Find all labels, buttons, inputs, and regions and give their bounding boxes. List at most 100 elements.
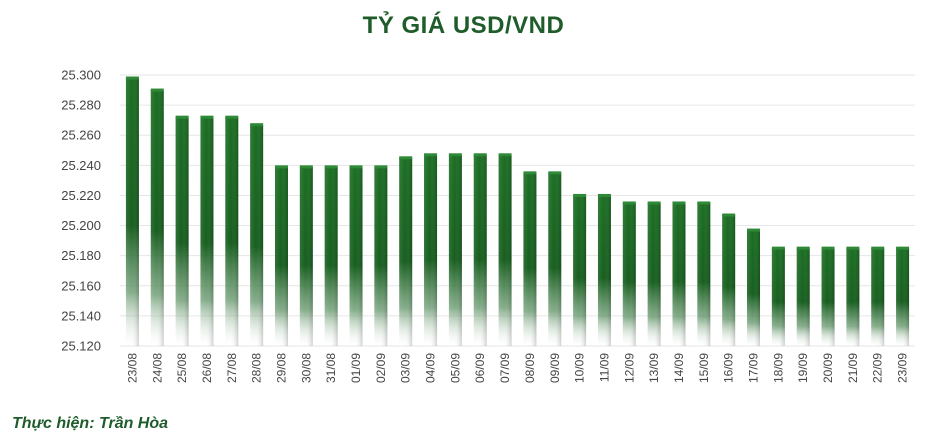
bar — [498, 153, 512, 346]
bar — [274, 165, 288, 346]
bar-cap — [722, 213, 736, 217]
bar-cap — [424, 153, 438, 157]
x-tick-label: 23/08 — [125, 353, 139, 383]
gridlines — [120, 74, 915, 347]
bar-cap — [200, 115, 214, 119]
y-tick-label: 25.280 — [61, 98, 101, 113]
bar-cap — [175, 115, 189, 119]
bar-cap — [548, 171, 562, 175]
bar — [647, 201, 661, 346]
y-tick-label: 25.220 — [61, 188, 101, 203]
bar-cap — [399, 156, 413, 160]
bar-cap — [697, 201, 711, 205]
bar-shading — [796, 248, 810, 346]
x-tick-label: 12/09 — [622, 353, 636, 383]
bar — [523, 171, 537, 346]
bar-shading — [225, 117, 239, 347]
y-tick-label: 25.140 — [61, 308, 101, 323]
x-tick-label: 19/09 — [796, 353, 810, 383]
bar-shading — [523, 172, 537, 346]
bar-cap — [846, 246, 860, 250]
bar-shading — [324, 166, 338, 346]
bar — [150, 88, 164, 346]
x-tick-label: 04/09 — [424, 353, 438, 383]
bar-cap — [125, 76, 139, 80]
bar-shading — [473, 154, 487, 346]
bar-shading — [771, 248, 785, 346]
bar — [896, 246, 910, 346]
bar-shading — [448, 154, 462, 346]
x-tick-label: 02/09 — [374, 353, 388, 383]
x-tick-label: 24/08 — [150, 353, 164, 383]
bar-cap — [225, 115, 239, 119]
bar-cap — [796, 246, 810, 250]
bar-cap — [374, 165, 388, 169]
y-tick-label: 25.180 — [61, 248, 101, 263]
x-tick-label: 23/09 — [896, 353, 910, 383]
x-tick-label: 03/09 — [399, 353, 413, 383]
y-tick-label: 25.160 — [61, 278, 101, 293]
x-tick-label: 29/08 — [274, 353, 288, 383]
bar — [672, 201, 686, 346]
x-tick-label: 15/09 — [697, 353, 711, 383]
bar-cap — [597, 193, 611, 197]
x-tick-label: 14/09 — [672, 353, 686, 383]
bar-shading — [498, 154, 512, 346]
x-tick-label: 21/09 — [846, 353, 860, 383]
bar-cap — [573, 193, 587, 197]
credit-text: Thực hiện: Trần Hòa — [12, 415, 169, 432]
bar-cap — [896, 246, 910, 250]
x-tick-label: 25/08 — [175, 353, 189, 383]
x-tick-label: 26/08 — [200, 353, 214, 383]
bar-shading — [125, 78, 139, 346]
y-tick-label: 25.240 — [61, 158, 101, 173]
x-tick-label: 11/09 — [597, 353, 611, 382]
bar-shading — [399, 157, 413, 346]
x-tick-label: 18/09 — [771, 353, 785, 383]
x-tick-label: 22/09 — [871, 353, 885, 383]
x-tick-label: 28/08 — [250, 353, 264, 383]
bar — [722, 213, 736, 346]
bar — [125, 76, 139, 346]
bar — [846, 246, 860, 346]
bar-shading — [299, 166, 313, 346]
bar-cap — [473, 153, 487, 157]
x-tick-label: 13/09 — [647, 353, 661, 383]
bar — [771, 246, 785, 346]
bar — [548, 171, 562, 346]
bar-shading — [597, 195, 611, 346]
bar — [597, 193, 611, 346]
bar-shading — [374, 166, 388, 346]
bar-cap — [250, 123, 264, 127]
bar-shading — [747, 230, 761, 346]
bar-shading — [846, 248, 860, 346]
x-tick-label: 09/09 — [548, 353, 562, 383]
bar-shading — [896, 248, 910, 346]
x-tick-label: 30/08 — [299, 353, 313, 383]
x-tick-label: 16/09 — [722, 353, 736, 383]
bar-cap — [771, 246, 785, 250]
x-tick-label: 07/09 — [498, 353, 512, 383]
bar — [225, 115, 239, 347]
x-tick-label: 05/09 — [448, 353, 462, 383]
x-tick-label: 06/09 — [473, 353, 487, 383]
bar-shading — [821, 248, 835, 346]
bar — [871, 246, 885, 346]
bar — [175, 115, 189, 347]
bar-shading — [622, 202, 636, 346]
x-tick-label: 10/09 — [573, 353, 587, 383]
x-tick-label: 31/08 — [324, 353, 338, 383]
bar-shading — [672, 202, 686, 346]
bar — [796, 246, 810, 346]
y-tick-label: 25.300 — [61, 68, 101, 83]
bar-shading — [250, 124, 264, 346]
x-tick-label: 20/09 — [821, 353, 835, 383]
bar — [424, 153, 438, 346]
bar-shading — [573, 195, 587, 346]
x-axis-ticks: 23/08 24/08 25/08 26/08 27/08 28/08 29/08 30/08… — [125, 353, 909, 383]
bars — [125, 76, 910, 347]
y-axis-ticks: 25.120 25.140 25.160 25.180 25.200 25.220 25.2… — [61, 68, 101, 354]
bar-shading — [200, 117, 214, 347]
bar-shading — [548, 172, 562, 346]
bar-shading — [647, 202, 661, 346]
